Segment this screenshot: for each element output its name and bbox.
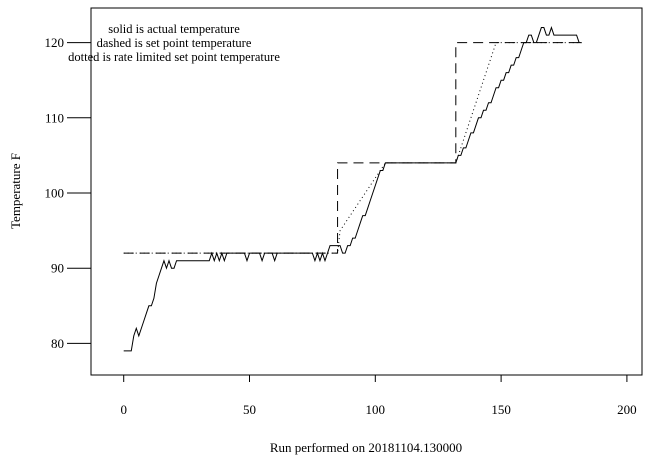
y-tick-label-80: 80 [51, 336, 64, 351]
x-axis-label: Run performed on 20181104.130000 [270, 440, 462, 455]
legend-line-rate-limited: dotted is rate limited set point tempera… [68, 50, 280, 64]
plot-frame [90, 7, 643, 376]
y-axis-label: Temperature F [8, 153, 23, 229]
x-tick-label-100: 100 [366, 402, 386, 417]
y-tick-label-100: 100 [45, 186, 65, 201]
legend-line-actual: solid is actual temperature [108, 22, 240, 36]
y-axis: 80 90 100 110 120 [45, 35, 91, 351]
y-tick-label-90: 90 [51, 261, 64, 276]
x-axis: 0 50 100 150 200 [120, 375, 637, 417]
x-tick-label-200: 200 [617, 402, 637, 417]
series-solid-line [123, 25, 582, 352]
series-layer [123, 25, 582, 352]
x-tick-label-50: 50 [243, 402, 256, 417]
series-dashed-line [123, 42, 582, 254]
y-tick-label-120: 120 [45, 35, 65, 50]
legend-line-set-point: dashed is set point temperature [97, 36, 252, 50]
x-tick-label-150: 150 [491, 402, 511, 417]
y-tick-label-110: 110 [45, 110, 64, 125]
series-dotted-line [123, 42, 582, 254]
x-tick-label-0: 0 [120, 402, 127, 417]
legend: solid is actual temperature dashed is se… [68, 22, 280, 64]
